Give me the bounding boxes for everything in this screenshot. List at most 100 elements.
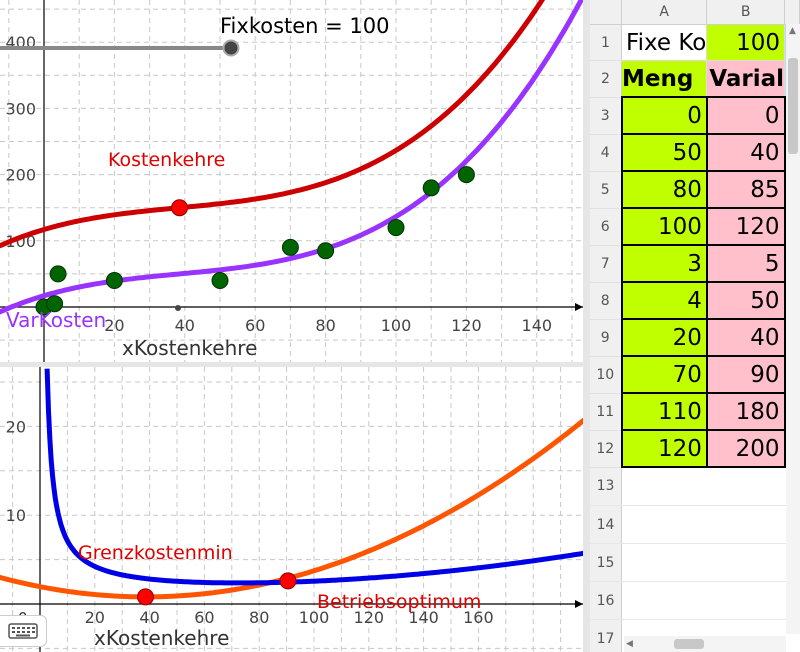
data-point[interactable]: [105, 272, 123, 290]
data-point[interactable]: [49, 265, 67, 283]
empty-cell[interactable]: [706, 581, 785, 620]
row-header[interactable]: 9: [590, 319, 623, 357]
cell-b9[interactable]: 40: [705, 318, 786, 357]
vertical-scrollbar[interactable]: ▲: [786, 24, 800, 634]
keyboard-icon: [8, 623, 38, 639]
scroll-up-icon[interactable]: ▲: [789, 26, 796, 36]
x-tick-label: 60: [245, 316, 265, 335]
average-cost-curve[interactable]: [44, 368, 583, 586]
xkostenkehre-point[interactable]: [175, 305, 181, 311]
data-point[interactable]: [46, 295, 64, 313]
data-point[interactable]: [211, 272, 229, 290]
cell-a12[interactable]: 120: [620, 429, 708, 468]
x-tick-label: 140: [408, 608, 439, 627]
cell-a3[interactable]: 0: [620, 96, 708, 135]
cell-b2[interactable]: Varial: [706, 60, 786, 98]
corner-cell[interactable]: [590, 0, 623, 25]
empty-cell[interactable]: [706, 467, 785, 506]
grenzkostenmin-label: Grenzkostenmin: [78, 542, 233, 564]
data-point[interactable]: [281, 238, 299, 256]
empty-cell[interactable]: [621, 543, 707, 582]
empty-cell[interactable]: [621, 505, 707, 544]
graphics-view-1[interactable]: 400 300 200 100 20 40 60 80 100 120 140 Fixkosten…: [0, 0, 583, 362]
row-header[interactable]: 3: [590, 97, 623, 135]
cell-b10[interactable]: 90: [705, 355, 786, 394]
cell-b5[interactable]: 85: [705, 170, 786, 209]
x-tick-label: 40: [139, 608, 159, 627]
row-header[interactable]: 5: [590, 171, 623, 209]
row-header[interactable]: 15: [590, 543, 623, 582]
x-tick-label: 80: [249, 608, 269, 627]
row-header[interactable]: 16: [590, 581, 623, 620]
cell-a11[interactable]: 110: [620, 392, 708, 431]
cell-b11[interactable]: 180: [705, 392, 786, 431]
empty-cell[interactable]: [706, 505, 785, 544]
row-header[interactable]: 1: [590, 24, 623, 61]
empty-cell[interactable]: [621, 467, 707, 506]
horizontal-scrollbar[interactable]: ◀: [624, 636, 786, 652]
vertical-scrollbar-thumb[interactable]: [788, 58, 798, 154]
column-header-b[interactable]: B: [706, 0, 786, 25]
cell-b3[interactable]: 0: [705, 96, 786, 135]
cell-a2[interactable]: Meng: [621, 60, 708, 98]
row-header[interactable]: 12: [590, 430, 623, 468]
x-tick-label: 140: [522, 316, 553, 335]
view-divider-horizontal[interactable]: [0, 362, 583, 367]
marginal-cost-curve[interactable]: [0, 417, 583, 600]
horizontal-scrollbar-thumb[interactable]: [674, 639, 704, 649]
data-point[interactable]: [387, 219, 405, 237]
y-tick-label: 10: [6, 506, 26, 525]
cell-b8[interactable]: 50: [705, 281, 786, 320]
row-header[interactable]: 11: [590, 393, 623, 431]
x-tick-label: 20: [85, 608, 105, 627]
row-header[interactable]: 14: [590, 505, 623, 544]
cell-b12[interactable]: 200: [705, 429, 786, 468]
cell-a7[interactable]: 3: [620, 244, 708, 283]
empty-cell[interactable]: [621, 581, 707, 620]
cell-b1[interactable]: 100: [706, 24, 786, 61]
cell-a1[interactable]: Fixe Ko: [621, 24, 708, 61]
grenzkostenmin-point[interactable]: [136, 588, 154, 606]
row-header[interactable]: 10: [590, 356, 623, 394]
row-header[interactable]: 7: [590, 245, 623, 283]
column-header-a[interactable]: A: [621, 0, 708, 25]
cell-b4[interactable]: 40: [705, 133, 786, 172]
cell-a5[interactable]: 80: [620, 170, 708, 209]
row-header[interactable]: 13: [590, 467, 623, 506]
cell-a6[interactable]: 100: [620, 207, 708, 246]
x-axis-label: xKostenkehre: [94, 626, 229, 650]
betriebsoptimum-point[interactable]: [279, 572, 297, 590]
cell-a8[interactable]: 4: [620, 281, 708, 320]
view-divider-vertical[interactable]: [583, 0, 590, 652]
variable-cost-curve[interactable]: [0, 0, 583, 316]
data-point[interactable]: [457, 166, 475, 184]
column-header-c[interactable]: [784, 0, 800, 25]
varkosten-label: VarKosten: [6, 308, 106, 332]
row-header[interactable]: 4: [590, 134, 623, 172]
cell-a10[interactable]: 70: [620, 355, 708, 394]
cell-a9[interactable]: 20: [620, 318, 708, 357]
total-cost-curve[interactable]: [0, 0, 583, 250]
x-tick-label: 20: [104, 316, 124, 335]
scroll-left-icon[interactable]: ◀: [626, 639, 633, 649]
x-axis-arrow: [575, 303, 583, 311]
x-tick-label: 40: [175, 316, 195, 335]
data-point[interactable]: [317, 242, 335, 260]
kostenkehre-point[interactable]: [171, 199, 189, 217]
fixkosten-slider-handle[interactable]: [222, 39, 240, 57]
row-header[interactable]: 2: [590, 60, 623, 98]
keyboard-button[interactable]: [0, 615, 47, 647]
cell-b6[interactable]: 120: [705, 207, 786, 246]
row-header[interactable]: 8: [590, 282, 623, 320]
row-header[interactable]: 6: [590, 208, 623, 246]
empty-cell[interactable]: [706, 543, 785, 582]
cell-b7[interactable]: 5: [705, 244, 786, 283]
row-header[interactable]: 17: [590, 619, 623, 652]
cell-a4[interactable]: 50: [620, 133, 708, 172]
data-point[interactable]: [422, 179, 440, 197]
